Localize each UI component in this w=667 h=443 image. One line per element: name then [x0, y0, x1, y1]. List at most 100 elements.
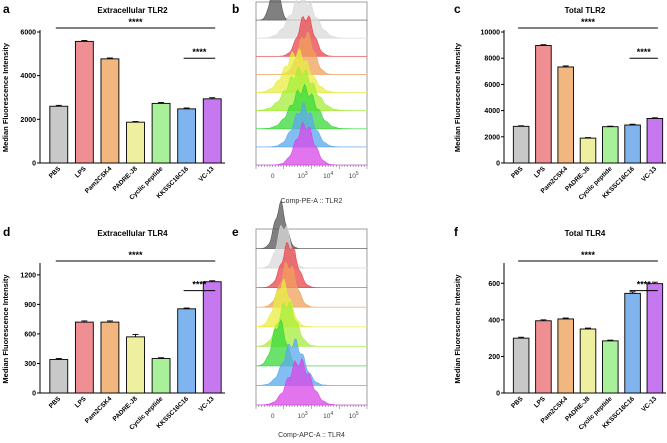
significance-label-pair: **** — [637, 280, 652, 290]
bar — [177, 308, 197, 394]
bar — [126, 336, 145, 394]
bar — [535, 320, 552, 394]
y-tick-label: 2000 — [20, 117, 36, 124]
x-tick-exponent: 5 — [356, 171, 359, 177]
x-tick-label: LPS — [74, 165, 88, 179]
panel-letter: b — [232, 2, 239, 16]
y-tick-label: 10000 — [481, 30, 501, 37]
x-tick-label: Pam2CSK4 — [84, 395, 114, 425]
bar — [624, 124, 641, 164]
bar — [100, 58, 120, 164]
bar — [602, 126, 619, 164]
histogram-trace — [256, 357, 367, 406]
bar — [151, 358, 171, 394]
x-tick-label: VC-13 — [198, 395, 216, 413]
y-tick-label: 900 — [24, 302, 36, 309]
significance-label-all: **** — [581, 17, 596, 27]
bar — [646, 118, 664, 164]
x-tick-label: VC-13 — [640, 165, 658, 183]
bar — [49, 359, 69, 394]
histogram-trace — [255, 338, 368, 386]
panel-title: Total TLR4 — [565, 229, 606, 238]
x-tick-label: LPS — [533, 165, 547, 179]
x-tick-label: VC-13 — [640, 395, 658, 413]
y-tick-label: 2000 — [484, 134, 500, 141]
y-tick-label: 4000 — [484, 108, 500, 115]
y-axis-label: Median Fluorescence Intensity — [1, 42, 10, 152]
x-tick-label: 104 — [323, 411, 333, 420]
x-tick-label: 105 — [349, 411, 359, 420]
y-tick-label: 200 — [488, 354, 500, 361]
bar — [579, 328, 597, 394]
x-axis-label: Comp-APC-A :: TLR4 — [278, 432, 345, 439]
y-tick-label: 300 — [24, 361, 36, 368]
y-tick-label: 6000 — [20, 30, 36, 37]
x-tick-label: 0 — [271, 173, 275, 180]
bar — [74, 321, 94, 394]
histogram-trace — [255, 101, 368, 148]
x-tick-label: 0 — [271, 413, 275, 420]
histogram-trace — [255, 15, 368, 57]
x-tick-label: PBS — [510, 395, 525, 410]
x-tick-exponent: 3 — [305, 411, 308, 417]
y-tick-label: 400 — [488, 317, 500, 324]
significance-label-pair: **** — [637, 47, 652, 57]
x-tick-label: PBS — [48, 395, 63, 410]
y-axis-label: Median Fluorescence Intensity — [453, 42, 462, 152]
x-tick-label: PBS — [48, 165, 63, 180]
panel-letter: c — [454, 2, 461, 16]
bar — [74, 40, 94, 164]
bar — [557, 66, 574, 164]
x-axis-label: Comp-PE-A :: TLR2 — [281, 198, 343, 205]
y-tick-label: 0 — [496, 391, 500, 398]
histogram-trace — [255, 318, 368, 367]
y-tick-label: 4000 — [20, 73, 36, 80]
histogram-trace — [255, 48, 368, 93]
bar-panel-f: f Total TLR4 Median Fluorescence Intensity… — [453, 225, 666, 432]
x-tick-exponent: 3 — [305, 171, 308, 177]
y-tick-label: 1200 — [20, 272, 36, 279]
x-tick-label: Pam2CSK4 — [84, 165, 114, 195]
histogram-trace — [255, 0, 368, 39]
panel-title: Extracellular TLR2 — [97, 6, 168, 15]
bar — [202, 281, 222, 394]
x-tick-exponent: 5 — [356, 411, 359, 417]
histogram-trace — [255, 32, 368, 75]
bar — [177, 108, 197, 164]
x-tick-label: 103 — [298, 171, 308, 180]
x-tick-label: 104 — [323, 171, 333, 180]
bar — [512, 337, 530, 394]
significance-label-all: **** — [128, 250, 143, 260]
bar — [646, 283, 664, 394]
significance-label-pair: **** — [192, 280, 207, 290]
panel-title: Extracellular TLR4 — [97, 229, 168, 238]
bar — [602, 340, 619, 394]
y-tick-label: 8000 — [484, 56, 500, 63]
x-tick-label: VC-13 — [198, 165, 216, 183]
y-tick-label: 600 — [488, 281, 500, 288]
significance-label-all: **** — [128, 17, 143, 27]
bar — [126, 121, 145, 164]
histogram-trace — [255, 66, 368, 111]
bar-panel-d: d Extracellular TLR4 Median Fluorescence I… — [1, 225, 225, 432]
x-tick-label: LPS — [74, 395, 88, 409]
bar — [151, 102, 171, 164]
y-tick-label: 0 — [32, 391, 36, 398]
significance-label-all: **** — [581, 250, 596, 260]
x-tick-exponent: 4 — [330, 171, 333, 177]
y-axis-label: Median Fluorescence Intensity — [1, 274, 10, 384]
x-tick-label: 103 — [298, 411, 308, 420]
panel-title: Total TLR2 — [565, 6, 606, 15]
significance-label-pair: **** — [192, 47, 207, 57]
x-tick-label: LPS — [533, 395, 547, 409]
panel-letter: d — [3, 225, 10, 239]
x-tick-label: PBS — [510, 165, 525, 180]
panel-letter: a — [3, 2, 10, 16]
bar-panel-a: a Extracellular TLR2 Median Fluorescence I… — [1, 2, 225, 202]
bar — [512, 125, 530, 164]
histogram-trace — [255, 83, 368, 130]
y-tick-label: 0 — [496, 161, 500, 168]
